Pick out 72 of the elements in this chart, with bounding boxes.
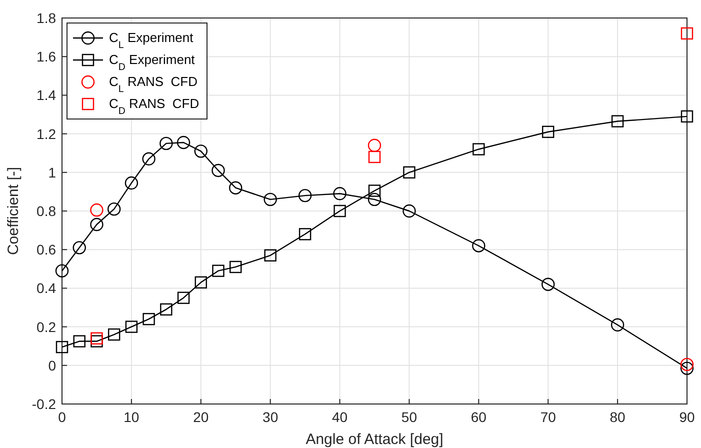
point (90, 218, 104, 232)
y-tick-label: 0.8 (36, 203, 56, 219)
point (56, 340, 68, 354)
point (230, 260, 242, 274)
point (334, 204, 346, 218)
point (194, 276, 207, 289)
point (680, 27, 694, 40)
point (176, 136, 190, 150)
point (472, 143, 485, 156)
y-tick-label: 1.2 (36, 126, 56, 142)
x-tick-label: 20 (193, 409, 209, 425)
legend-label: C$_{L}$ RANS CFD (109, 74, 198, 94)
x-tick-label: 90 (679, 409, 695, 425)
y-tick-label: 1 (48, 164, 56, 180)
y-tick-label: 0.2 (36, 318, 56, 335)
point (542, 278, 555, 291)
point (108, 328, 120, 341)
legend-label: C$_{D}$ Experiment (109, 52, 196, 72)
point (90, 332, 103, 344)
point (680, 362, 694, 375)
point (368, 138, 382, 152)
point (368, 184, 381, 197)
y-axis-title: Coefficient [-] (5, 166, 22, 256)
point (680, 110, 694, 123)
point (610, 318, 624, 332)
x-tick-label: 40 (332, 409, 348, 425)
y-tick-label: 0.4 (36, 280, 56, 296)
y-tick-label: 1.6 (36, 48, 56, 65)
point (212, 164, 225, 178)
point (125, 320, 138, 333)
x-tick-label: 60 (470, 409, 487, 425)
point (72, 241, 86, 254)
point (611, 115, 624, 128)
point (472, 239, 486, 252)
y-tick-label: 0.6 (36, 242, 56, 258)
point (264, 192, 277, 206)
point (73, 335, 86, 348)
point (298, 228, 312, 240)
x-tick-label: 70 (540, 409, 556, 425)
point (142, 312, 155, 326)
point (680, 358, 694, 372)
point (368, 192, 382, 206)
point (177, 292, 190, 304)
point (55, 264, 69, 278)
point (124, 176, 138, 190)
point (160, 303, 172, 316)
x-tick-label: 0 (58, 409, 66, 425)
y-tick-label: 0 (48, 357, 56, 374)
point (402, 204, 416, 218)
point (368, 150, 381, 164)
point (333, 187, 346, 200)
legend-label: C$_{L}$ Experiment (109, 30, 194, 50)
x-tick-label: 30 (262, 409, 278, 425)
x-axis-title: Angle of Attack [deg] (306, 431, 444, 448)
point (542, 126, 554, 138)
point (107, 202, 121, 216)
point (229, 181, 242, 194)
x-tick-label: 50 (401, 409, 418, 425)
x-tick-label: 10 (124, 409, 140, 425)
point (90, 203, 104, 217)
point (264, 249, 276, 262)
legend-label: C$_{D}$ RANS CFD (109, 96, 200, 116)
y-tick-label: 1.8 (36, 10, 56, 26)
x-tick-label: 80 (610, 409, 626, 425)
point (160, 136, 173, 150)
point (142, 152, 156, 166)
point (298, 188, 312, 202)
y-tick-label: 1.4 (36, 87, 56, 104)
point (194, 144, 208, 158)
y-tick-label: -0.2 (32, 396, 56, 412)
point (212, 264, 224, 277)
point (403, 166, 416, 178)
